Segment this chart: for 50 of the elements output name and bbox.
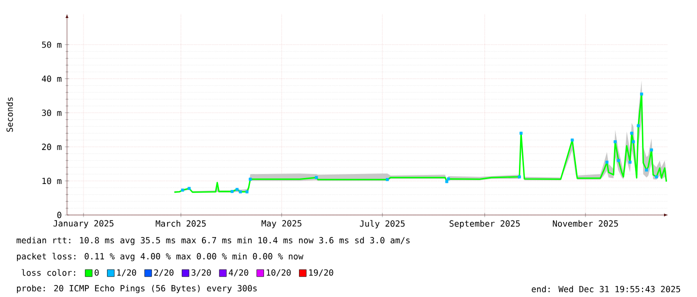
legend-label: 10/20 <box>266 269 291 276</box>
point <box>636 124 640 128</box>
point <box>445 180 448 184</box>
x-tick-label: July 2025 <box>360 220 405 228</box>
point <box>650 148 654 152</box>
x-tick-label: September 2025 <box>450 220 520 228</box>
legend-label: 19/20 <box>309 269 334 276</box>
y-tick-label: 10 m <box>42 178 62 184</box>
legend-label: 1/20 <box>117 269 136 276</box>
x-tick-label: May 2025 <box>262 220 302 228</box>
y-axis-title: Seconds <box>6 97 13 132</box>
point <box>570 138 574 142</box>
y-tick-label: 30 m <box>42 110 62 116</box>
y-tick-label: 0 <box>57 212 62 218</box>
point <box>188 186 191 190</box>
point <box>446 177 450 180</box>
point <box>628 160 632 164</box>
text: packet loss: 0.11 % avg 4.00 % max 0.00 % min 0.00 % now <box>16 252 304 262</box>
point <box>314 176 318 180</box>
legend-label: 4/20 <box>228 269 248 276</box>
point <box>645 168 648 172</box>
point <box>520 132 523 135</box>
legend-label: 3/20 <box>192 269 211 276</box>
point <box>248 178 252 181</box>
text: end: Wed Dec 31 19:55:43 2025 <box>532 286 680 292</box>
point <box>654 175 658 178</box>
point <box>245 190 248 194</box>
point <box>640 92 644 96</box>
text: median rtt: 10.8 ms avg 35.5 ms max 6.7 ms min 10.4 ms now 3.6 ms sd 3.0 am/s <box>16 236 410 246</box>
legend-label: 2/20 <box>154 269 174 276</box>
point <box>614 140 617 144</box>
point <box>230 190 234 193</box>
point <box>181 188 184 192</box>
point <box>632 140 635 144</box>
point <box>616 158 620 162</box>
point <box>605 160 608 164</box>
y-tick-label: 20 m <box>42 144 62 150</box>
y-tick-label: 50 m <box>42 41 62 48</box>
legend-title: loss color: <box>22 269 76 276</box>
point <box>236 188 239 191</box>
point <box>518 175 521 178</box>
point <box>238 190 242 194</box>
x-tick-label: January 2025 <box>53 220 114 228</box>
text: probe: 20 ICMP Echo Pings (56 Bytes) every 300s <box>16 284 257 294</box>
point <box>386 178 389 182</box>
x-tick-label: November 2025 <box>552 220 618 227</box>
x-tick-label: March 2025 <box>156 220 206 227</box>
point <box>630 132 634 135</box>
legend-label: 0 <box>94 269 99 276</box>
y-tick-label: 40 m <box>42 76 62 82</box>
